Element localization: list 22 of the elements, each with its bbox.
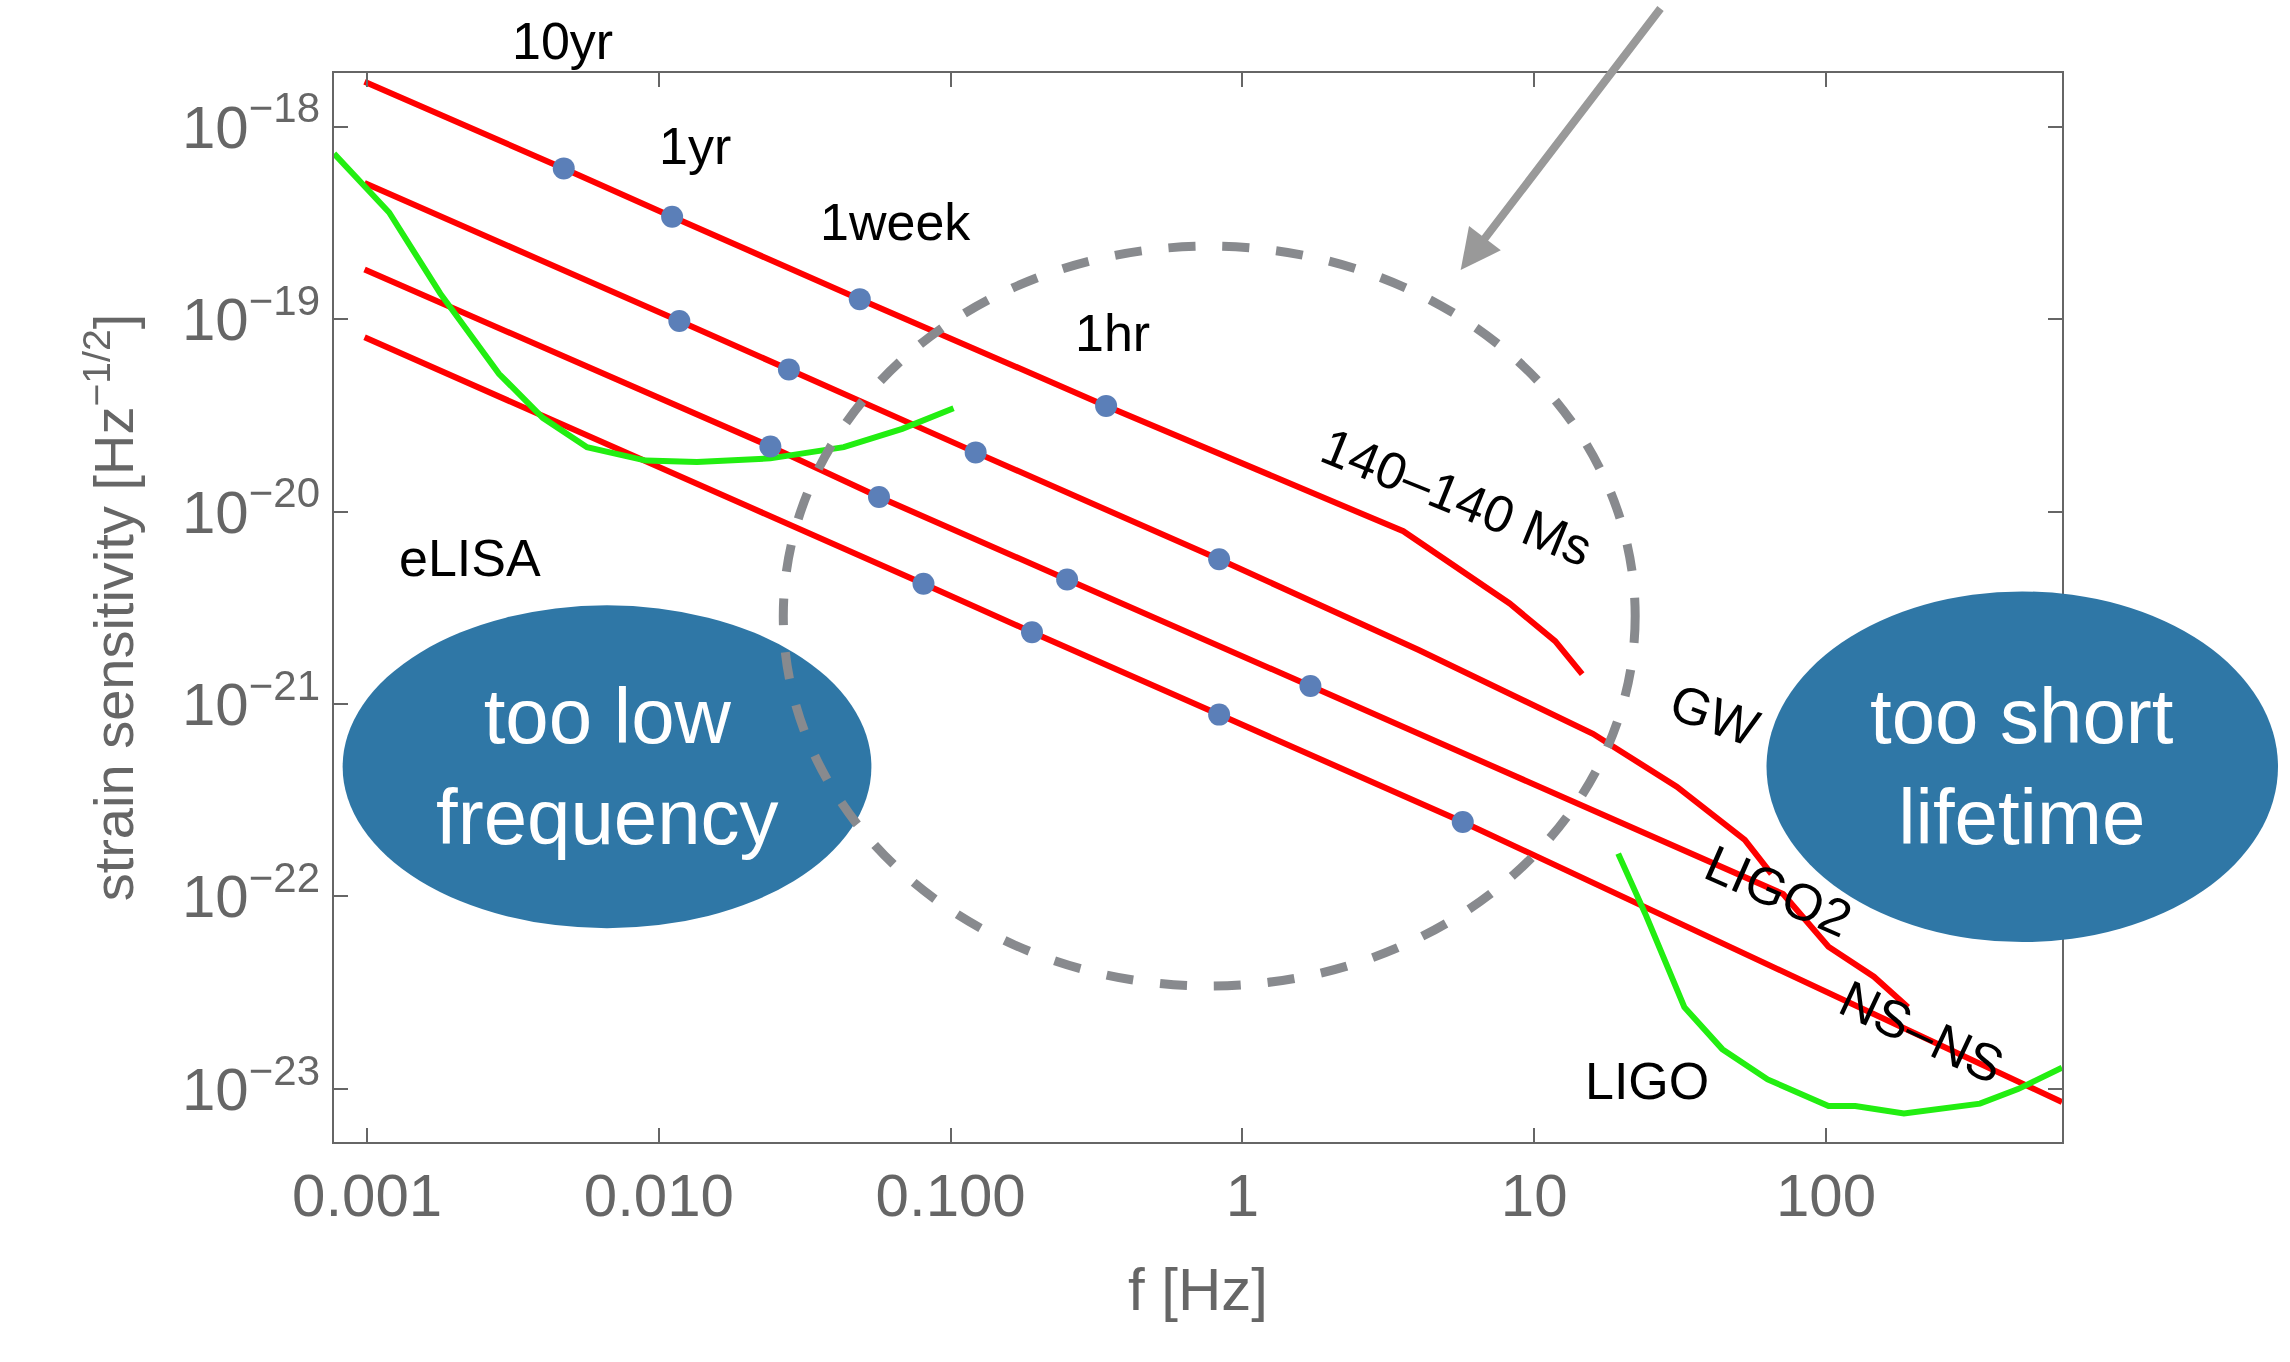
- y-tick-label: 10$^{−20}$: [182, 469, 320, 546]
- text: 10yr: [512, 12, 614, 70]
- y-tick-label: 10$^{−23}$: [182, 1046, 320, 1123]
- y-tick-label: 10$^{−18}$: [182, 84, 320, 161]
- y-tick-label: 10$^{−22}$: [182, 854, 320, 931]
- x-tick-label: 1: [1225, 1162, 1260, 1229]
- annotation: too low frequency: [436, 672, 779, 862]
- x-tick-label: 0.001: [292, 1162, 443, 1229]
- x-tick-label: 0.010: [583, 1162, 734, 1229]
- x-tick-label: 10: [1500, 1162, 1568, 1229]
- x-axis-title: f [Hz]: [1127, 1256, 1269, 1323]
- annotation: eLISA: [399, 529, 541, 587]
- y-tick-label: 10$^{−19}$: [182, 276, 320, 354]
- annotation: 1hr: [1075, 304, 1151, 362]
- y-tick-label: 10$^{−21}$: [182, 661, 320, 739]
- annotation: too short lifetime: [1870, 672, 2174, 862]
- x-tick-label: 100: [1775, 1162, 1877, 1229]
- annotation: 1week: [820, 193, 972, 251]
- annotation: GW: [1662, 672, 1767, 758]
- x-tick-label: 0.100: [875, 1162, 1026, 1229]
- annotation: LIGO: [1585, 1052, 1710, 1110]
- annotation: 1yr: [659, 117, 732, 175]
